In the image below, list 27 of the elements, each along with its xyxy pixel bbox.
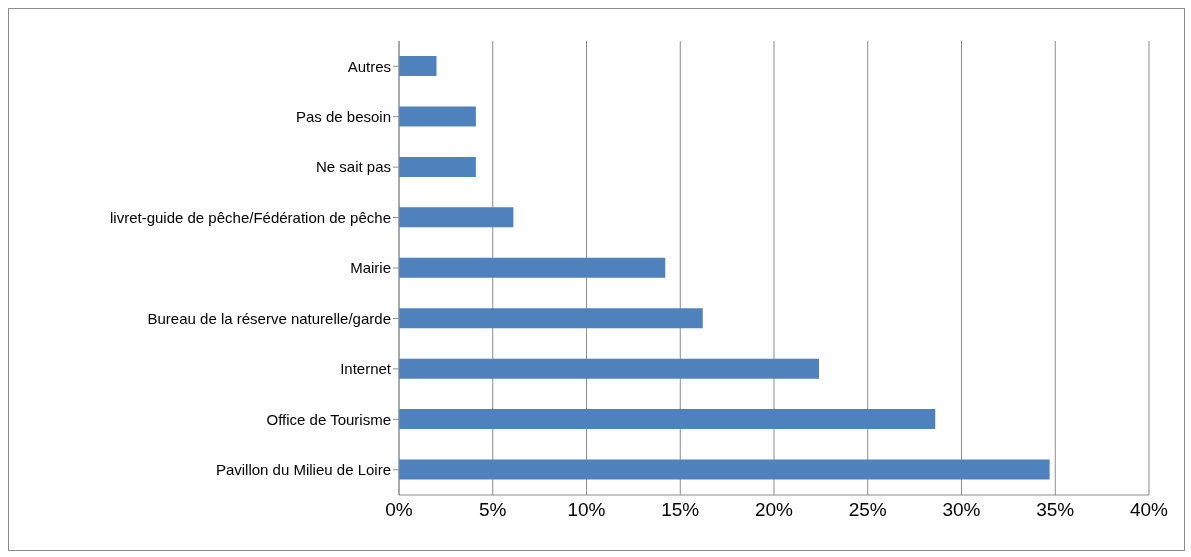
x-tick-label: 25% [848,499,887,521]
x-tick-label: 10% [567,499,606,521]
bar [399,56,437,76]
y-tick-label: Pas de besoin [295,107,391,125]
y-tick-label: livret-guide de pêche/Fédération de pêche [109,208,391,226]
bar [399,207,514,228]
y-tick-label: Autres [347,57,391,75]
x-tick-label: 20% [754,499,794,521]
bar [399,459,1050,480]
x-tick-label: 5% [479,499,507,521]
x-tick-label: 30% [942,499,981,521]
x-tick-label: 35% [1036,499,1075,521]
y-tick-label: Bureau de la réserve naturelle/garde [147,309,391,327]
y-tick-label: Mairie [350,259,391,277]
bar [399,409,936,430]
y-tick-label: Pavillon du Milieu de Loire [215,461,391,479]
bar [399,106,476,127]
x-tick-label: 0% [385,499,413,521]
x-tick-label: 40% [1129,499,1169,521]
y-tick-label: Ne sait pas [315,158,391,176]
bar [399,358,819,379]
x-tick-label: 15% [661,499,700,521]
bar [399,257,666,278]
bar [399,156,476,177]
y-tick-label: Office de Tourisme [266,410,391,428]
y-tick-label: Internet [340,360,392,378]
bar [399,308,703,329]
